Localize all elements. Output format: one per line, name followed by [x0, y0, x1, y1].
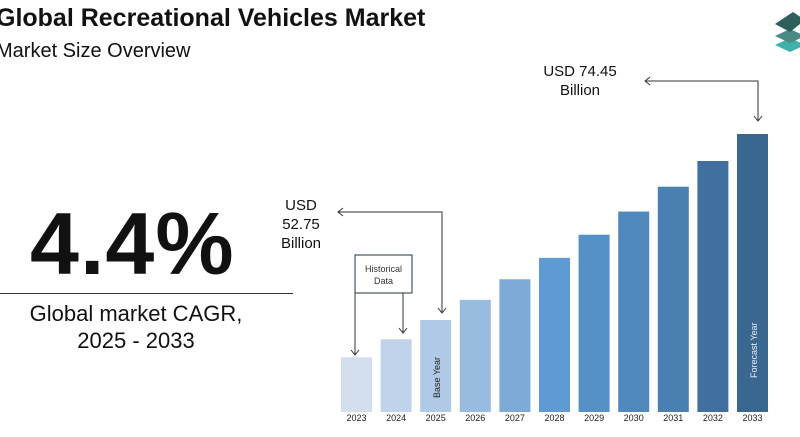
forecast-value-annotation: USD 74.45 Billion [530, 62, 630, 100]
historical-label-2: Data [374, 276, 393, 286]
bar-2033 [737, 134, 768, 412]
base-value-annotation: USD 52.75 Billion [272, 196, 330, 253]
base-value-number: 52.75 [282, 216, 320, 233]
x-tick-label: 2026 [465, 413, 485, 423]
stacked-layers-icon [775, 12, 800, 52]
bar-2026 [459, 299, 491, 412]
x-tick-label: 2025 [426, 413, 446, 423]
bar-2029 [578, 234, 610, 412]
base-value-unit: Billion [280, 235, 322, 252]
bar-2028 [539, 257, 570, 412]
x-tick-label: 2029 [584, 413, 604, 423]
bar-2025 [420, 320, 452, 412]
cagr-label: Global market CAGR, 2025 - 2033 [0, 300, 272, 354]
bar-2032 [697, 161, 729, 412]
base-value-currency: USD [285, 197, 317, 214]
chart-subtitle: Market Size Overview [0, 40, 191, 62]
x-tick-label: 2028 [544, 413, 564, 423]
arrow-2024 [398, 293, 408, 334]
x-tick-label: 2024 [386, 413, 406, 423]
x-tick-label: 2031 [663, 413, 683, 423]
historical-data-box [354, 254, 413, 294]
bar-2027 [499, 279, 531, 412]
cagr-value: 4.4% [30, 194, 235, 293]
forecast-year-label: Forecast Year [749, 322, 759, 378]
x-tick-label: 2032 [703, 413, 723, 423]
cagr-label-line1: Global market CAGR, [29, 301, 243, 326]
arrow-base [337, 207, 447, 314]
x-tick-label: 2023 [346, 413, 366, 423]
historical-label-1: Historical [365, 264, 402, 274]
x-tick-label: 2030 [624, 413, 644, 423]
cagr-label-line2: 2025 - 2033 [77, 328, 195, 353]
divider [0, 293, 293, 294]
base-year-label: Base Year [432, 357, 442, 398]
bar-2030 [618, 211, 650, 412]
forecast-value-number: USD 74.45 [543, 63, 617, 80]
arrow-2023 [350, 293, 360, 356]
forecast-value-unit: Billion [559, 82, 601, 99]
chart-title: Global Recreational Vehicles Market [0, 4, 426, 32]
bar-2024 [380, 339, 412, 412]
arrow-forecast [644, 76, 763, 122]
bar-2023 [341, 357, 372, 412]
x-tick-label: 2027 [505, 413, 525, 423]
bar-2031 [657, 186, 689, 412]
x-tick-label: 2033 [742, 413, 762, 423]
